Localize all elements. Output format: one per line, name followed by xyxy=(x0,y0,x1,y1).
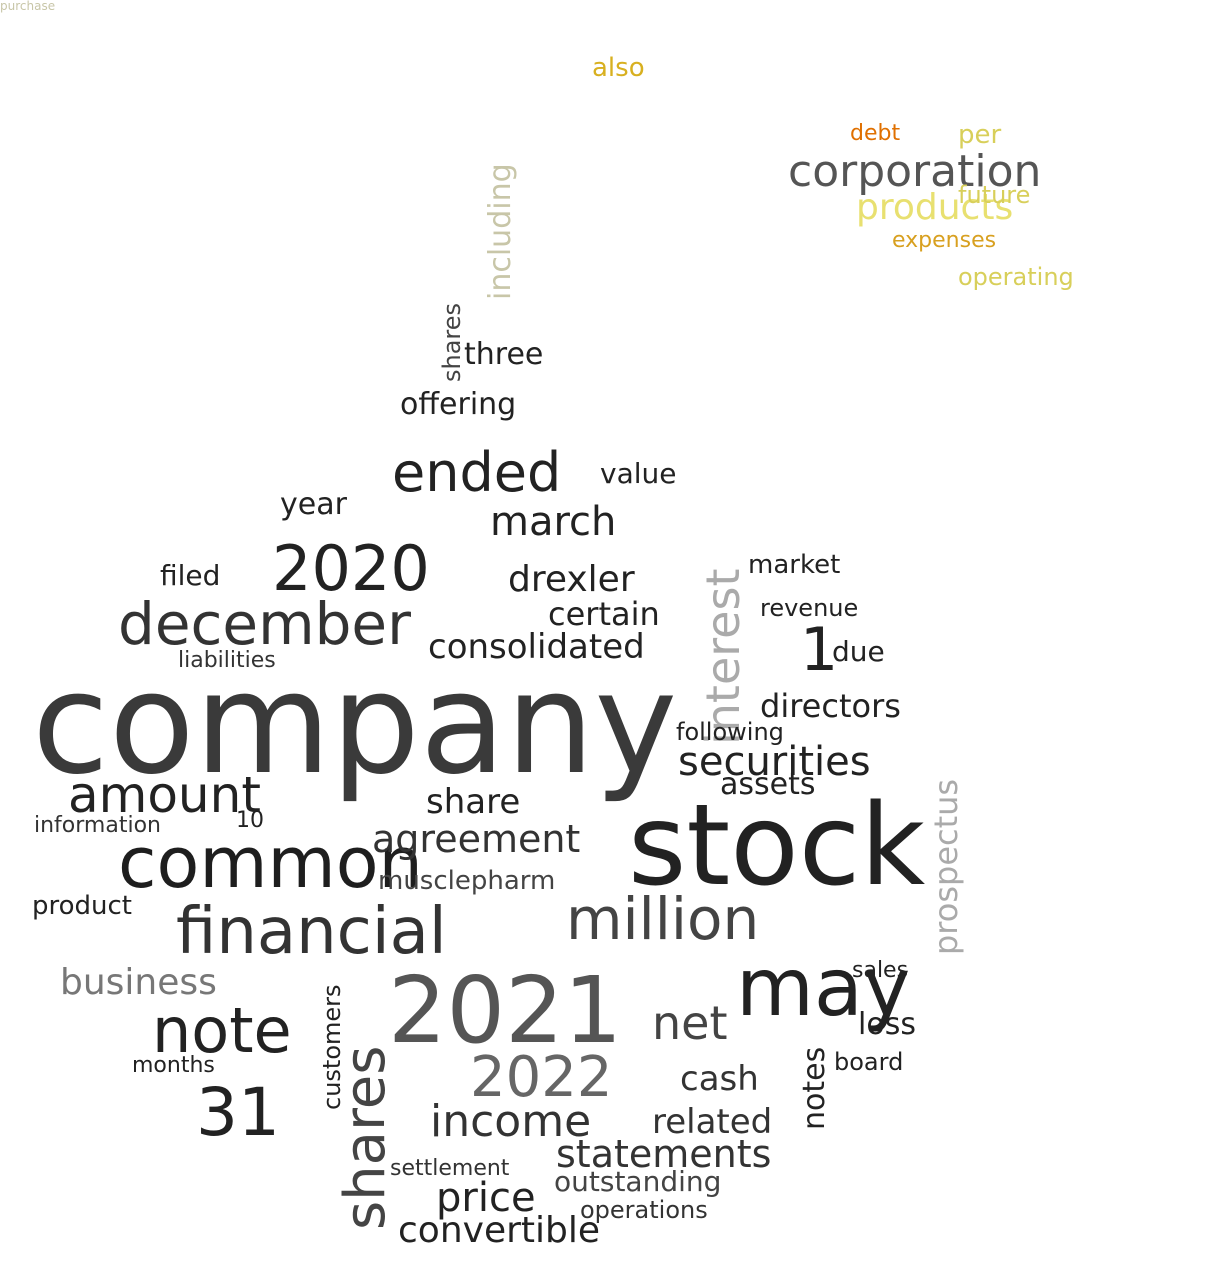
word: settlement xyxy=(390,1156,510,1181)
word: corporation xyxy=(788,146,1042,197)
word: customers xyxy=(318,984,346,1110)
word: million xyxy=(566,885,760,953)
word: price xyxy=(436,1175,536,1221)
word: convertible xyxy=(398,1210,601,1251)
word: 10 xyxy=(236,808,264,833)
word: cash xyxy=(680,1059,759,1099)
word: statements xyxy=(556,1132,772,1176)
word: financial xyxy=(176,895,447,969)
word: prospectus xyxy=(927,778,965,955)
word: due xyxy=(832,635,885,668)
word: value xyxy=(600,457,677,490)
word: future xyxy=(958,181,1031,209)
word: notes xyxy=(797,1046,832,1130)
word: expenses xyxy=(892,228,997,253)
word: december xyxy=(118,590,411,658)
word: operating xyxy=(958,263,1074,291)
word: 2021 xyxy=(388,957,623,1064)
word: note xyxy=(152,994,292,1067)
word: shares xyxy=(438,302,466,382)
word: board xyxy=(834,1048,904,1076)
word: market xyxy=(748,550,841,580)
word: 2022 xyxy=(470,1045,613,1110)
word: debt xyxy=(850,121,901,146)
word: following xyxy=(676,718,784,746)
word: per xyxy=(958,120,1002,150)
word: ended xyxy=(392,441,562,504)
word: operations xyxy=(580,1196,708,1224)
word: including xyxy=(483,163,518,300)
word: consolidated xyxy=(428,627,645,667)
word: sales xyxy=(852,958,909,983)
word: net xyxy=(652,996,728,1050)
word: assets xyxy=(720,767,816,802)
word: outstanding xyxy=(554,1165,722,1198)
word: information xyxy=(34,813,161,838)
word: related xyxy=(652,1102,773,1142)
word: three xyxy=(464,337,544,372)
word: year xyxy=(280,487,347,522)
word: company xyxy=(32,643,678,806)
word: product xyxy=(32,891,133,921)
word: 1 xyxy=(800,615,839,685)
word: revenue xyxy=(760,594,859,622)
word: amount xyxy=(68,766,261,824)
word: march xyxy=(490,499,617,545)
word: agreement xyxy=(372,817,581,861)
word: income xyxy=(430,1096,592,1147)
word: musclepharm xyxy=(378,866,556,896)
word: certain xyxy=(548,595,660,633)
word: offering xyxy=(400,387,517,422)
word: also xyxy=(592,53,645,83)
word: 31 xyxy=(196,1074,280,1151)
word: may xyxy=(736,941,911,1034)
word: securities xyxy=(678,739,871,785)
word: stock xyxy=(628,781,926,911)
word: common xyxy=(118,822,423,904)
word: products xyxy=(856,187,1014,228)
word: filed xyxy=(160,559,221,592)
word: shares xyxy=(333,1045,398,1230)
word: share xyxy=(426,782,521,822)
word: 2020 xyxy=(272,532,430,605)
word: business xyxy=(60,962,217,1003)
word: directors xyxy=(760,687,901,725)
word: purchase xyxy=(0,0,56,13)
word: months xyxy=(132,1053,215,1078)
word: drexler xyxy=(508,559,635,600)
word: liabilities xyxy=(178,648,276,673)
word: loss xyxy=(858,1007,916,1042)
